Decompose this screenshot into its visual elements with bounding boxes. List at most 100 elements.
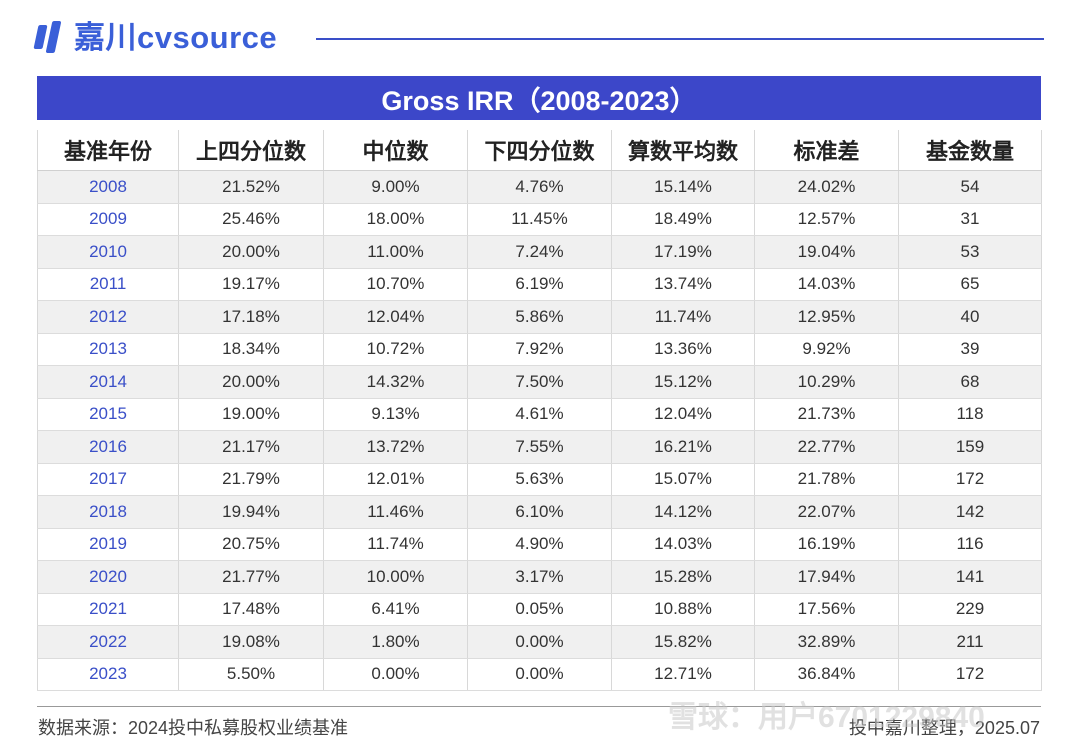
table-row: 2022 19.08% 1.80% 0.00% 15.82% 32.89% 211 (37, 625, 1042, 659)
value-cell: 12.95% (754, 300, 899, 334)
header: 嘉川cvsource (33, 18, 1044, 58)
value-cell: 19.17% (178, 268, 324, 301)
year-cell: 2017 (37, 463, 179, 496)
table-row: 2021 17.48% 6.41% 0.05% 10.88% 17.56% 229 (37, 593, 1042, 626)
value-cell: 141 (898, 560, 1042, 594)
value-cell: 21.77% (178, 560, 324, 594)
value-cell: 21.73% (754, 398, 899, 431)
value-cell: 15.07% (611, 463, 755, 496)
value-cell: 68 (898, 365, 1042, 399)
value-cell: 20.00% (178, 365, 324, 399)
table-row: 2020 21.77% 10.00% 3.17% 15.28% 17.94% 141 (37, 560, 1042, 594)
value-cell: 40 (898, 300, 1042, 334)
value-cell: 21.79% (178, 463, 324, 496)
value-cell: 39 (898, 333, 1042, 366)
value-cell: 5.86% (467, 300, 612, 334)
column-header: 算数平均数 (611, 130, 755, 171)
value-cell: 229 (898, 593, 1042, 626)
year-cell: 2015 (37, 398, 179, 431)
value-cell: 0.00% (467, 625, 612, 659)
value-cell: 20.75% (178, 528, 324, 561)
source-note: 数据来源：2024投中私募股权业绩基准 (38, 718, 349, 738)
value-cell: 13.74% (611, 268, 755, 301)
value-cell: 19.08% (178, 625, 324, 659)
value-cell: 15.82% (611, 625, 755, 659)
table-header-row: 基准年份 上四分位数 中位数 下四分位数 算数平均数 标准差 基金数量 (37, 130, 1042, 171)
value-cell: 10.88% (611, 593, 755, 626)
value-cell: 11.45% (467, 203, 612, 236)
value-cell: 17.94% (754, 560, 899, 594)
value-cell: 6.19% (467, 268, 612, 301)
value-cell: 10.72% (323, 333, 468, 366)
value-cell: 17.48% (178, 593, 324, 626)
value-cell: 13.36% (611, 333, 755, 366)
value-cell: 12.04% (323, 300, 468, 334)
value-cell: 10.70% (323, 268, 468, 301)
value-cell: 0.05% (467, 593, 612, 626)
year-cell: 2011 (37, 268, 179, 301)
value-cell: 4.76% (467, 170, 612, 204)
value-cell: 159 (898, 430, 1042, 464)
value-cell: 22.07% (754, 495, 899, 529)
table-row: 2010 20.00% 11.00% 7.24% 17.19% 19.04% 53 (37, 235, 1042, 269)
value-cell: 21.78% (754, 463, 899, 496)
value-cell: 116 (898, 528, 1042, 561)
value-cell: 7.50% (467, 365, 612, 399)
table-row: 2015 19.00% 9.13% 4.61% 12.04% 21.73% 118 (37, 398, 1042, 431)
value-cell: 172 (898, 463, 1042, 496)
year-cell: 2012 (37, 300, 179, 334)
year-cell: 2009 (37, 203, 179, 236)
value-cell: 21.52% (178, 170, 324, 204)
value-cell: 5.63% (467, 463, 612, 496)
value-cell: 17.19% (611, 235, 755, 269)
value-cell: 9.92% (754, 333, 899, 366)
irr-table: 基准年份 上四分位数 中位数 下四分位数 算数平均数 标准差 基金数量 2008 21.52%… (37, 130, 1042, 691)
value-cell: 20.00% (178, 235, 324, 269)
table-body: 2008 21.52% 9.00% 4.76% 15.14% 24.02% 54 2009 25… (37, 170, 1042, 691)
value-cell: 14.03% (754, 268, 899, 301)
year-cell: 2021 (37, 593, 179, 626)
value-cell: 22.77% (754, 430, 899, 464)
value-cell: 65 (898, 268, 1042, 301)
value-cell: 9.00% (323, 170, 468, 204)
value-cell: 14.12% (611, 495, 755, 529)
value-cell: 24.02% (754, 170, 899, 204)
value-cell: 5.50% (178, 658, 324, 691)
table-row: 2016 21.17% 13.72% 7.55% 16.21% 22.77% 159 (37, 430, 1042, 464)
year-cell: 2013 (37, 333, 179, 366)
value-cell: 15.28% (611, 560, 755, 594)
value-cell: 11.00% (323, 235, 468, 269)
value-cell: 142 (898, 495, 1042, 529)
value-cell: 0.00% (323, 658, 468, 691)
header-divider (316, 38, 1044, 40)
value-cell: 53 (898, 235, 1042, 269)
value-cell: 12.01% (323, 463, 468, 496)
value-cell: 14.32% (323, 365, 468, 399)
year-cell: 2023 (37, 658, 179, 691)
table-row: 2008 21.52% 9.00% 4.76% 15.14% 24.02% 54 (37, 170, 1042, 204)
column-header: 上四分位数 (178, 130, 324, 171)
table-row: 2012 17.18% 12.04% 5.86% 11.74% 12.95% 40 (37, 300, 1042, 334)
value-cell: 19.94% (178, 495, 324, 529)
value-cell: 17.56% (754, 593, 899, 626)
value-cell: 18.49% (611, 203, 755, 236)
value-cell: 4.61% (467, 398, 612, 431)
value-cell: 12.57% (754, 203, 899, 236)
table-row: 2013 18.34% 10.72% 7.92% 13.36% 9.92% 39 (37, 333, 1042, 366)
value-cell: 14.03% (611, 528, 755, 561)
value-cell: 16.21% (611, 430, 755, 464)
value-cell: 15.14% (611, 170, 755, 204)
value-cell: 12.04% (611, 398, 755, 431)
year-cell: 2016 (37, 430, 179, 464)
value-cell: 12.71% (611, 658, 755, 691)
brand-name: 嘉川cvsource (74, 20, 278, 55)
value-cell: 7.55% (467, 430, 612, 464)
year-cell: 2019 (37, 528, 179, 561)
year-cell: 2010 (37, 235, 179, 269)
logo-mark-icon (33, 21, 68, 55)
value-cell: 25.46% (178, 203, 324, 236)
value-cell: 19.04% (754, 235, 899, 269)
value-cell: 31 (898, 203, 1042, 236)
value-cell: 16.19% (754, 528, 899, 561)
value-cell: 32.89% (754, 625, 899, 659)
